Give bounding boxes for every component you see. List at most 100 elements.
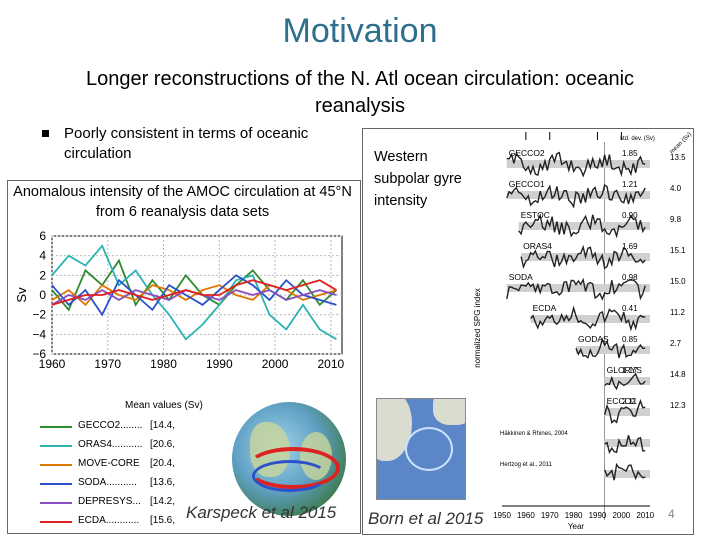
legend-swatch [40,464,72,466]
legend-label: ECDA............ [78,515,140,526]
x-tick-label: 1980 [150,357,177,371]
mean-value: 14.8 [670,370,686,379]
right-credit: Born et al 2015 [368,509,484,528]
legend-swatch [40,502,72,504]
std-value: 0.98 [622,273,638,282]
y-axis-label: Sv [14,287,29,303]
y-tick-label: −6 [32,347,46,361]
series-line-oras4 [51,244,337,341]
x-tick-label: 1960 [517,511,535,520]
x-tick-label: 2000 [262,357,289,371]
x-tick-label: 1990 [206,357,233,371]
series-label: GODAS [578,334,609,344]
std-value: 1.21 [622,180,638,189]
spg-series-line [506,151,646,178]
mean-value: 13.5 [670,153,686,162]
y-tick-label: 0 [39,288,46,302]
series-label: ECDA [533,303,557,313]
series-line-gecco2 [51,258,338,312]
globe-illustration [232,402,346,516]
legend-label: MOVE-CORE [78,458,140,469]
series-label: GECCO2 [509,148,545,158]
mean-value: 15.1 [670,246,686,255]
page-number: 4 [668,507,675,521]
std-value: 1.85 [622,149,638,158]
x-tick-label: 2000 [612,511,630,520]
legend-value: [20.6, [150,439,176,450]
bullet-text: Poorly consistent in terms of oceanic ci… [64,125,309,162]
x-tick-label: 2010 [317,357,344,371]
spg-series-line [506,277,646,301]
std-value: 0.41 [622,304,638,313]
series-line-soda [51,274,337,317]
legend-swatch [40,426,72,428]
series-label: SODA [509,272,533,282]
std-value: 0.90 [622,211,638,220]
slide-subtitle: Longer reconstructions of the N. Atl oce… [85,68,635,117]
legend-entry: SODA........... [13.6, [40,475,190,494]
variance-band [506,160,650,168]
variance-band [506,284,650,292]
legend-value: [20.4, [150,458,176,469]
y-axis-label: normalized SPG index [473,288,482,368]
subpolar-gyre-map [376,398,466,500]
amoc-caption: Anomalous intensity of the AMOC circulat… [13,184,352,220]
bullet-point: Poorly consistent in terms of oceanic ci… [42,124,342,164]
variance-band [576,346,650,354]
legend-value: [13.6, [150,477,176,488]
mean-value: 9.8 [670,215,682,224]
series-label: Hertzog et al., 2011 [500,462,553,468]
legend-swatch [40,483,72,485]
mean-value: 4.0 [670,184,682,193]
legend-entry: ECDA............ [15.6, [40,513,190,532]
legend-value: [15.6, [150,515,176,526]
legend-title: Mean values (Sv) [125,400,203,411]
mean-value: 2.7 [670,339,682,348]
std-value: 1.69 [622,242,638,251]
spg-series-line [604,372,646,391]
y-tick-label: 4 [39,249,46,263]
series-line-move-core [51,284,337,307]
variance-band [604,470,650,478]
spg-chart: std. dev. (Sv) mean (Sv) GECCO2 1.85 13.5 GEC… [473,132,692,531]
spg-series-line [604,435,646,455]
x-tick-label: 1970 [94,357,121,371]
variance-band [604,408,650,416]
std-value: 1.17 [622,366,638,375]
variance-band [518,222,650,230]
legend-label: ORAS4........... [78,439,143,450]
x-tick-label: 1980 [565,511,583,520]
slide-title: Motivation [282,12,438,50]
y-tick-label: 6 [39,229,46,243]
amoc-chart: −6 −4 −2 0 2 4 6 1960 1970 1980 1990 2000 2010 Sv [14,229,345,371]
mean-header: mean (Sv) [669,132,692,156]
spg-series-line [506,183,646,209]
std-value: 2.11 [622,397,638,406]
legend-swatch [40,445,72,447]
y-tick-label: 2 [39,268,46,282]
y-tick-label: −4 [32,327,46,341]
legend-entry: MOVE-CORE [20.4, [40,456,190,475]
legend-label: GECCO2........ [78,420,143,431]
series-label: ECCO2 [607,396,637,406]
series-label: Häkkinen & Rhines, 2004 [500,431,568,437]
spg-caption: Western subpolar gyre intensity [374,149,462,209]
spg-series-line [518,213,646,239]
gyre-swirl [405,427,453,471]
series-label: GLORYS [607,365,643,375]
amoc-legend: GECCO2........ [14.4, ORAS4........... [20.… [40,418,190,532]
x-tick-label: 1960 [39,357,66,371]
legend-value: [14.2, [150,496,176,507]
legend-value: [14.4, [150,420,176,431]
mean-value: 12.3 [670,401,686,410]
legend-swatch [40,521,72,523]
y-tick-label: −2 [32,308,46,322]
x-tick-label: 1990 [589,511,607,520]
legend-label: SODA........... [78,477,137,488]
series-label: ESTOC [521,210,550,220]
map-land [433,399,465,425]
legend-label: DEPRESYS... [78,496,141,507]
variance-band [530,315,650,323]
spg-series-line [603,462,646,481]
legend-entry: DEPRESYS... [14.2, [40,494,190,513]
